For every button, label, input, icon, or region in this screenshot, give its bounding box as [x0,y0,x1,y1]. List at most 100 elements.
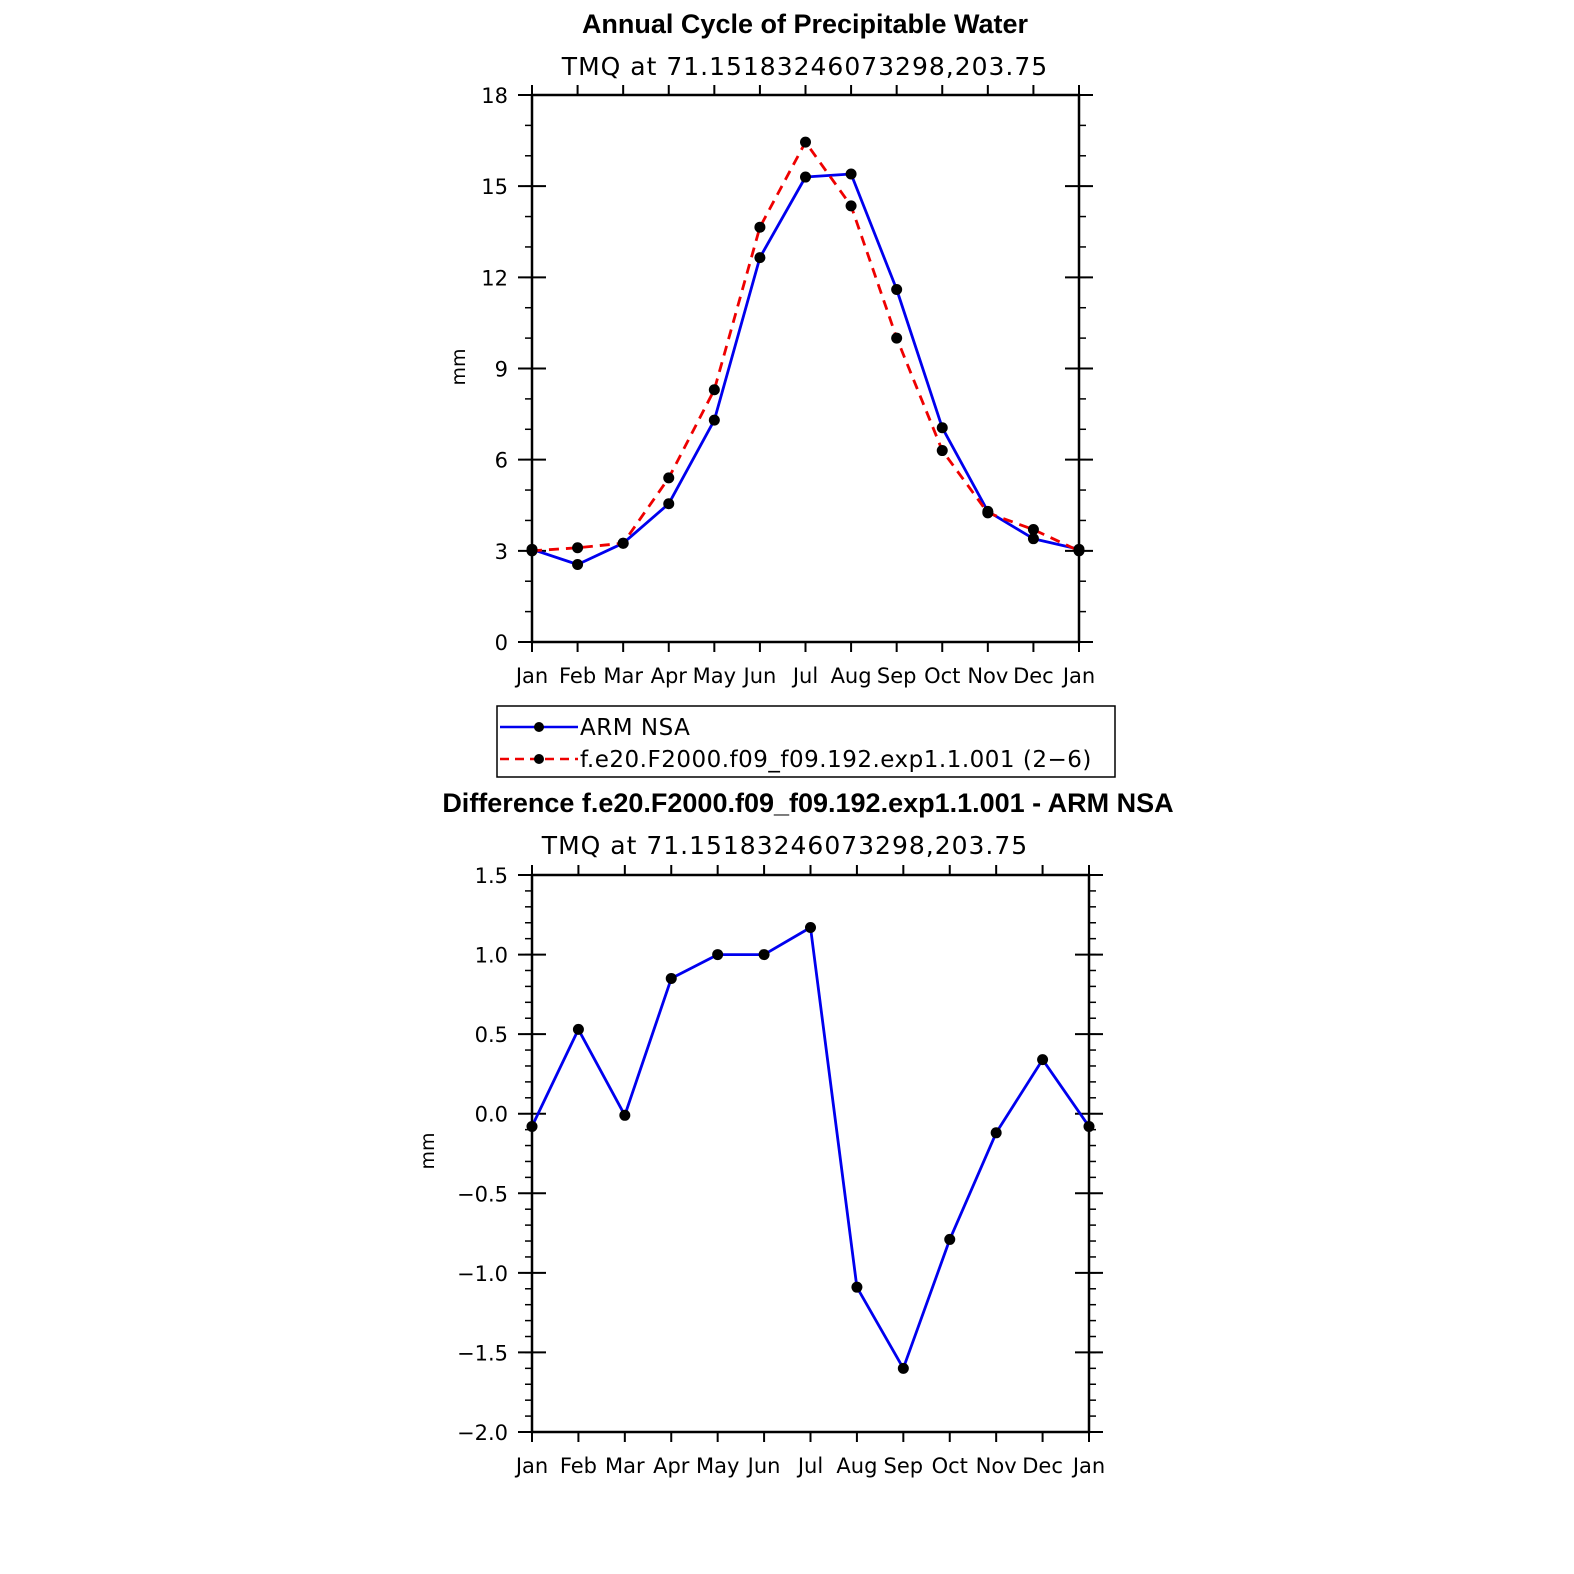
legend-model-label: f.e20.F2000.f09_f09.192.exp1.1.001 (2−6) [580,747,1092,773]
legend-model-marker [534,754,544,764]
x-tick-label: Nov [967,664,1008,688]
y-tick-label: 0.5 [475,1023,508,1047]
data-point [526,1120,538,1132]
data-point [572,542,584,554]
legend: ARM NSA f.e20.F2000.f09_f09.192.exp1.1.0… [496,705,1116,778]
annual-cycle-chart: Annual Cycle of Precipitable Water TMQ a… [448,9,1095,688]
x-tick-label: Jan [1071,1454,1105,1478]
data-point [1083,1120,1095,1132]
y-tick-label: −1.5 [457,1341,508,1365]
y-tick-label: 18 [481,84,508,108]
y-tick-label: 15 [481,175,508,199]
x-tick-label: Mar [605,1454,645,1478]
data-point [708,384,720,396]
data-point [619,1109,631,1121]
series-line-0 [531,172,1080,566]
data-point [754,252,766,264]
x-tick-label: Oct [932,1454,968,1478]
data-point [1027,524,1039,536]
data-point [851,1281,863,1293]
legend-box [496,705,1116,778]
x-tick-label: Jan [514,664,548,688]
data-point [572,1023,584,1035]
axes-frame [518,865,1103,1442]
chart-subtitle: TMQ at 71.15183246073298,203.75 [561,52,1048,81]
x-tick-label: May [693,664,736,688]
tick-labels: Jan Feb Mar Apr May Jun Jul Aug Sep Oct Nov Dec Jan0… [481,84,1095,688]
data-point [897,1362,909,1374]
y-tick-label: −2.0 [457,1421,508,1445]
data-point [665,972,677,984]
x-tick-label: Dec [1022,1454,1063,1478]
chart-subtitle: TMQ at 71.15183246073298,203.75 [541,831,1028,860]
x-tick-label: Feb [560,1454,597,1478]
y-tick-label: 12 [481,266,508,290]
data-point [936,422,948,434]
x-tick-label: Aug [836,1454,877,1478]
series-line-0 [530,926,1091,1370]
data-point [663,498,675,510]
data-point [891,283,903,295]
x-tick-label: Apr [651,664,688,688]
x-tick-label: Jun [742,664,777,688]
data-point [1027,533,1039,545]
x-tick-label: Jan [514,1454,548,1478]
y-tick-label: 1.0 [475,944,508,968]
chart-title: Difference f.e20.F2000.f09_f09.192.exp1.… [442,788,1173,818]
data-point [617,537,629,549]
axes-frame [518,85,1093,652]
x-tick-label: Jul [791,664,818,688]
data-point [663,472,675,484]
series-line-1 [531,140,1080,553]
data-point [845,168,857,180]
y-axis-label: mm [448,348,470,385]
series-lines [531,140,1080,566]
data-point [990,1127,1002,1139]
difference-chart: Difference f.e20.F2000.f09_f09.192.exp1.… [417,788,1174,1478]
data-point [944,1233,956,1245]
x-tick-label: Feb [559,664,596,688]
data-point [982,507,994,519]
data-point [754,221,766,233]
series-markers [526,136,1085,571]
y-tick-label: 9 [495,358,508,382]
data-point [800,171,811,183]
x-tick-label: May [696,1454,739,1478]
x-tick-label: Oct [924,664,960,688]
x-tick-label: Aug [831,664,872,688]
data-point [936,445,948,457]
x-tick-label: Apr [653,1454,690,1478]
y-tick-label: −0.5 [457,1182,508,1206]
data-point [758,949,770,961]
series-lines [530,926,1091,1370]
data-point [805,922,816,934]
data-point [1037,1054,1049,1066]
chart-title: Annual Cycle of Precipitable Water [582,9,1029,39]
y-tick-label: 3 [495,540,508,564]
y-axis-label: mm [417,1132,439,1169]
data-point [800,136,811,148]
data-point [845,200,857,212]
tick-labels: Jan Feb Mar Apr May Jun Jul Aug Sep Oct Nov Dec Jan−… [457,864,1105,1478]
legend-obs-marker [534,722,544,732]
x-tick-label: Sep [884,1454,924,1478]
x-tick-label: Jan [1061,664,1095,688]
data-point [1073,545,1085,557]
data-point [526,545,538,557]
data-point [891,332,903,344]
x-tick-label: Mar [603,664,643,688]
data-point [572,559,584,571]
y-tick-label: 1.5 [475,864,508,888]
series-markers [526,922,1095,1374]
plot-frame [530,873,1091,1434]
y-tick-label: 0.0 [475,1103,508,1127]
x-tick-label: Sep [877,664,917,688]
y-tick-label: −1.0 [457,1262,508,1286]
y-tick-label: 6 [495,449,508,473]
data-point [708,414,720,426]
x-tick-label: Nov [976,1454,1017,1478]
legend-obs-label: ARM NSA [580,715,690,741]
x-tick-label: Jul [796,1454,823,1478]
x-tick-label: Jun [746,1454,781,1478]
